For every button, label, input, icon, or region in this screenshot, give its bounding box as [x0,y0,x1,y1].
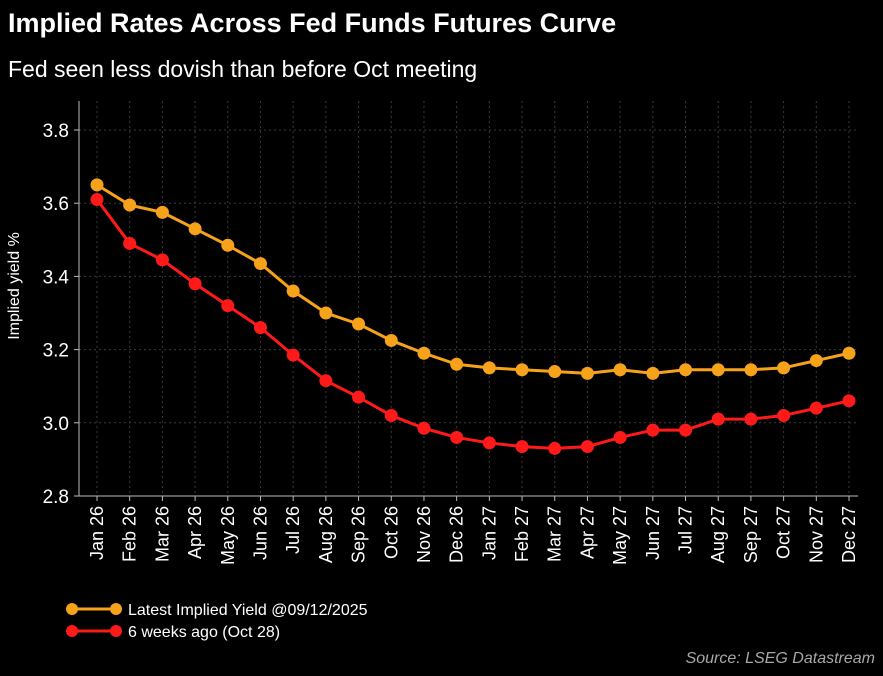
data-point [450,357,464,371]
x-tick-labels: Jan 26 Feb 26 Mar 26 Apr 26 May 26 Jun 26 Jul … [87,506,859,565]
x-tick-label: Aug 26 [316,506,336,563]
data-point [221,299,235,313]
data-point [809,401,823,415]
data-point [253,321,267,335]
data-point [646,366,660,380]
data-point [711,363,725,377]
data-point [90,178,104,192]
data-point [777,408,791,422]
data-point [515,363,529,377]
data-point [613,363,627,377]
series-latest [90,178,856,380]
data-point [711,412,725,426]
x-tick-label: Apr 26 [185,506,205,559]
x-tick-label: Feb 27 [512,506,532,562]
data-point [548,365,562,379]
data-point [809,354,823,368]
data-point [679,423,693,437]
legend-item-latest: Latest Implied Yield @09/12/2025 [66,602,368,619]
x-tick-label: Sep 27 [741,506,761,563]
data-point [319,306,333,320]
data-point [155,253,169,267]
x-tick-label: Jan 27 [479,506,499,560]
data-point [482,436,496,450]
x-tick-label: Mar 26 [152,506,172,562]
data-point [90,193,104,207]
grid-lines [79,101,858,496]
legend-label-latest: Latest Implied Yield @09/12/2025 [128,602,368,619]
x-tick-label: May 27 [610,506,630,565]
y-tick-labels: 2.8 3.0 3.2 3.4 3.6 3.8 [43,121,70,508]
series-line [96,183,850,375]
x-tick-label: Apr 27 [577,506,597,559]
data-point [515,440,529,454]
data-point [482,361,496,375]
data-point [417,421,431,435]
data-point [352,317,366,331]
data-point [613,430,627,444]
data-point [123,198,137,212]
data-point [744,412,758,426]
data-point [253,257,267,271]
x-tick-label: Oct 27 [774,506,794,559]
x-tick-label: Jul 27 [676,506,696,554]
y-tick-label: 3.0 [43,414,69,435]
data-point [188,277,202,291]
x-tick-label: Nov 26 [414,506,434,563]
data-point [384,408,398,422]
x-tick-label: Aug 27 [708,506,728,563]
legend: Latest Implied Yield @09/12/2025 6 weeks… [66,602,368,641]
data-point [450,430,464,444]
data-point [777,361,791,375]
data-point [646,423,660,437]
y-tick-label: 3.8 [43,121,69,142]
x-tick-label: Jan 26 [87,506,107,560]
x-tick-label: Sep 26 [349,506,369,563]
y-axis-label: Implied yield % [6,232,23,340]
legend-label-6-weeks-ago: 6 weeks ago (Oct 28) [128,624,280,641]
legend-item-6-weeks-ago: 6 weeks ago (Oct 28) [66,624,280,641]
data-point [352,390,366,404]
y-tick-label: 3.6 [43,194,69,215]
x-tick-label: Jun 26 [250,506,270,560]
x-tick-label: Jul 26 [283,506,303,554]
data-point [842,346,856,360]
x-tick-label: Nov 27 [806,506,826,563]
x-tick-label: Feb 26 [120,506,140,562]
series-6-weeks-ago [90,193,856,455]
series-lines [90,178,856,455]
data-point [417,346,431,360]
data-point [188,222,202,236]
data-point [580,440,594,454]
data-point [744,363,758,377]
x-tick-label: Jun 27 [643,506,663,560]
data-point [384,333,398,347]
data-point [580,366,594,380]
x-tick-label: Oct 26 [381,506,401,559]
source-note: Source: LSEG Datastream [685,650,875,667]
chart-subtitle: Fed seen less dovish than before Oct mee… [8,56,478,82]
x-tick-label: Dec 27 [839,506,859,563]
data-point [221,238,235,252]
data-point [286,348,300,362]
axes [74,101,858,501]
y-tick-label: 3.2 [43,341,69,362]
data-point [319,374,333,388]
chart-title: Implied Rates Across Fed Funds Futures C… [8,8,617,38]
x-tick-label: May 26 [218,506,238,565]
x-tick-label: Mar 27 [545,506,565,562]
data-point [123,236,137,250]
data-point [155,205,169,219]
data-point [286,284,300,298]
y-tick-label: 2.8 [43,487,69,508]
data-point [842,394,856,408]
data-point [679,363,693,377]
y-tick-label: 3.4 [43,267,70,288]
data-point [548,441,562,455]
x-tick-label: Dec 26 [447,506,467,563]
